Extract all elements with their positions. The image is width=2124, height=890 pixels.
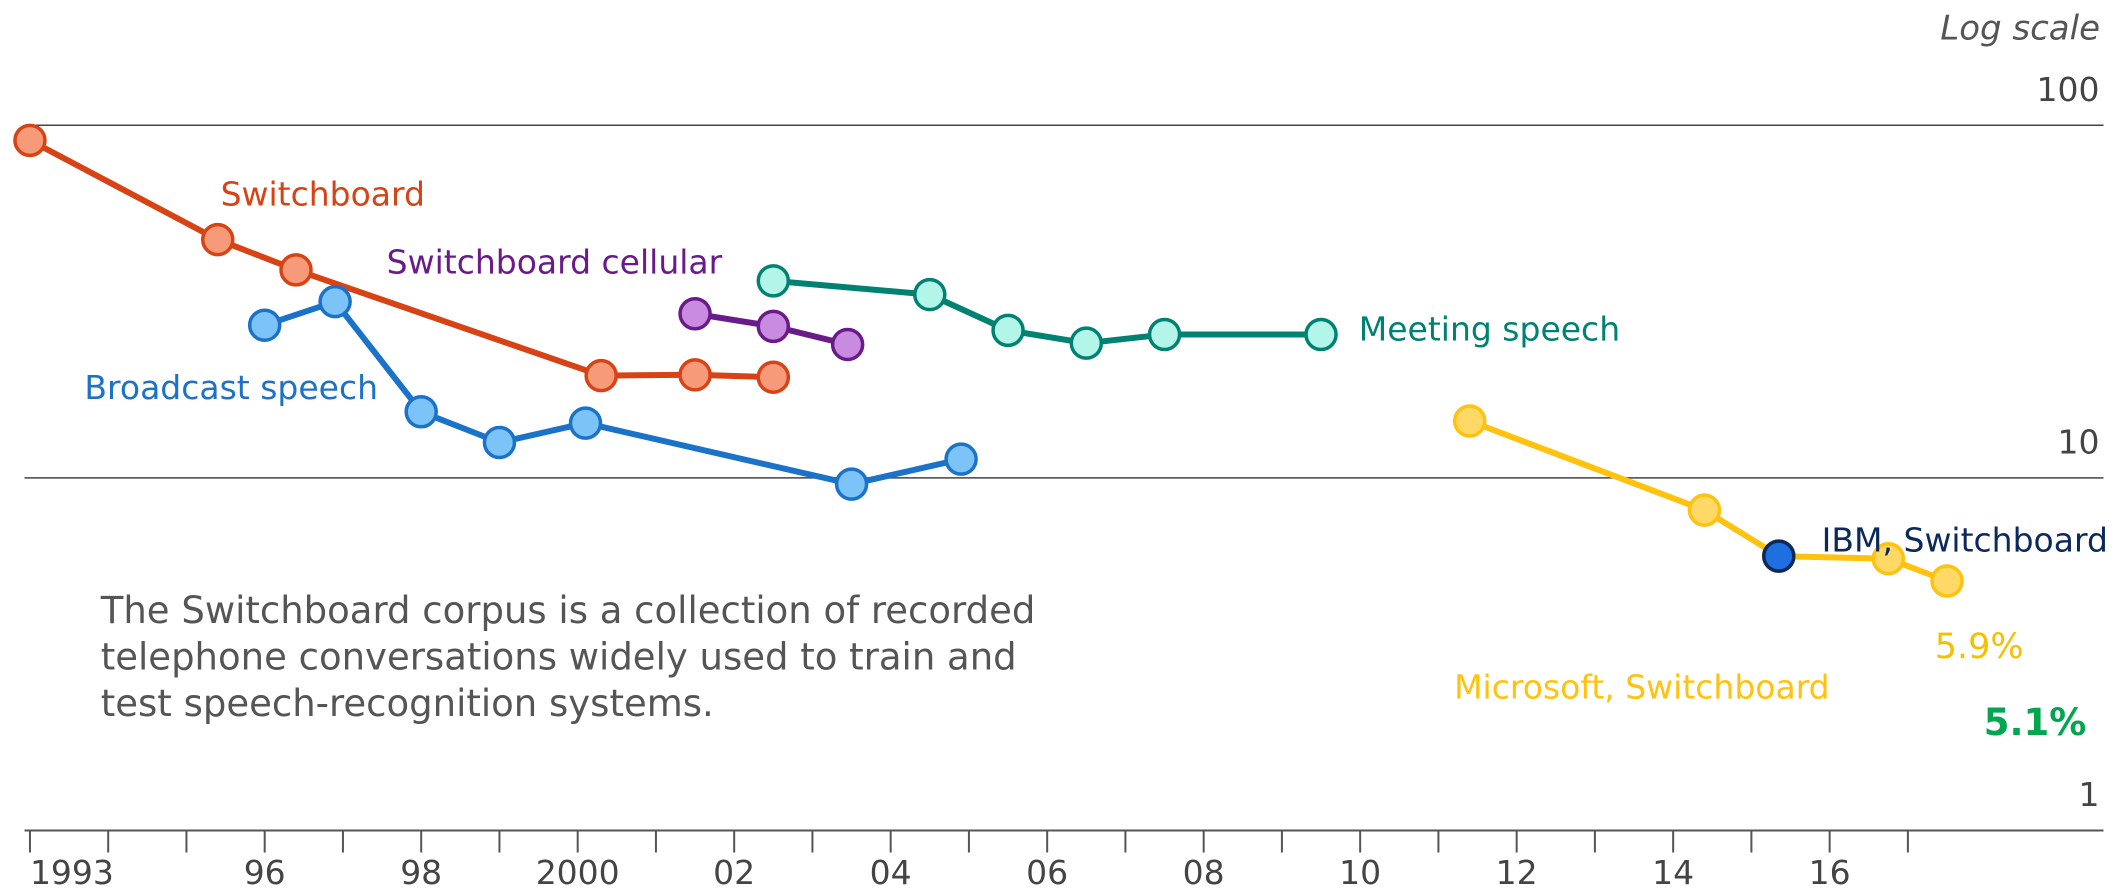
x-tick-label: 10 — [1339, 853, 1381, 890]
data-point — [913, 277, 947, 312]
y-tick-label: 10 — [2058, 422, 2100, 461]
scale-note: Log scale — [1940, 9, 2100, 49]
data-point — [1069, 326, 1104, 360]
data-point — [200, 222, 235, 257]
data-point — [568, 406, 603, 440]
series-label: Broadcast speech — [84, 368, 378, 407]
x-tick-label: 1993 — [30, 853, 114, 890]
annotation-line: The Switchboard corpus is a collection o… — [100, 589, 1036, 632]
annotation: The Switchboard corpus is a collection o… — [100, 589, 1036, 725]
data-point — [1762, 539, 1796, 573]
series-label: Microsoft, Switchboard — [1454, 667, 1830, 706]
data-point — [584, 358, 618, 393]
annotation-line: telephone conversations widely used to t… — [101, 635, 1017, 678]
data-point — [1871, 541, 1906, 576]
series-group: IBM, Switchboard — [1762, 520, 2108, 573]
x-tick-label: 14 — [1652, 853, 1694, 890]
data-point — [1687, 493, 1722, 527]
x-tick-label: 96 — [244, 853, 286, 890]
x-tick-label: 04 — [870, 853, 912, 890]
series-group: Switchboard cellular — [387, 243, 865, 362]
series-line — [773, 277, 1321, 347]
data-point — [13, 123, 47, 158]
data-point — [1147, 317, 1182, 352]
series: Switchboard Switchboard cellular Broadcast… — [13, 123, 2108, 744]
x-tick-label: 16 — [1809, 853, 1851, 890]
series-label: Switchboard — [221, 175, 425, 214]
series-label: Switchboard cellular — [387, 243, 723, 282]
value-label: 5.1% — [1984, 701, 2087, 744]
data-point — [991, 313, 1025, 348]
annotation-line: test speech-recognition systems. — [101, 682, 714, 725]
x-tick-label: 06 — [1026, 853, 1068, 890]
x-tick-label: 02 — [713, 853, 755, 890]
data-point — [279, 253, 313, 287]
series-label: IBM, Switchboard — [1822, 520, 2108, 559]
data-point — [1930, 564, 1964, 598]
data-point — [830, 327, 865, 362]
data-point — [247, 308, 282, 342]
x-tick-label: 98 — [400, 853, 442, 890]
data-point — [1452, 404, 1487, 438]
series-group: Broadcast speech — [84, 284, 978, 501]
data-point — [944, 442, 978, 476]
x-axis: 1993 96 98 2000 02 04 06 08 10 12 14 16 — [28, 830, 1909, 890]
x-tick-label: 2000 — [536, 853, 620, 890]
data-point — [756, 264, 791, 298]
grid: 1 10 100 — [24, 70, 2104, 832]
series-group: Switchboard — [13, 123, 791, 394]
data-point — [756, 360, 791, 394]
data-point — [482, 425, 517, 460]
data-point — [834, 467, 869, 501]
series-group: Meeting speech — [756, 264, 1620, 360]
value-label: 5.9% — [1935, 627, 2024, 667]
x-tick-label: 08 — [1183, 853, 1225, 890]
y-tick-label: 100 — [2037, 70, 2100, 109]
data-point — [1304, 317, 1338, 352]
series-label: Meeting speech — [1359, 309, 1620, 348]
series-group: Microsoft, Switchboard 5.9% 5.1% — [1452, 404, 2087, 744]
x-tick-label: 12 — [1496, 853, 1538, 890]
data-point — [678, 358, 712, 392]
data-point — [678, 297, 712, 331]
data-point — [318, 284, 352, 319]
data-point — [756, 309, 791, 344]
y-tick-label: 1 — [2079, 775, 2100, 814]
data-point — [404, 395, 438, 429]
